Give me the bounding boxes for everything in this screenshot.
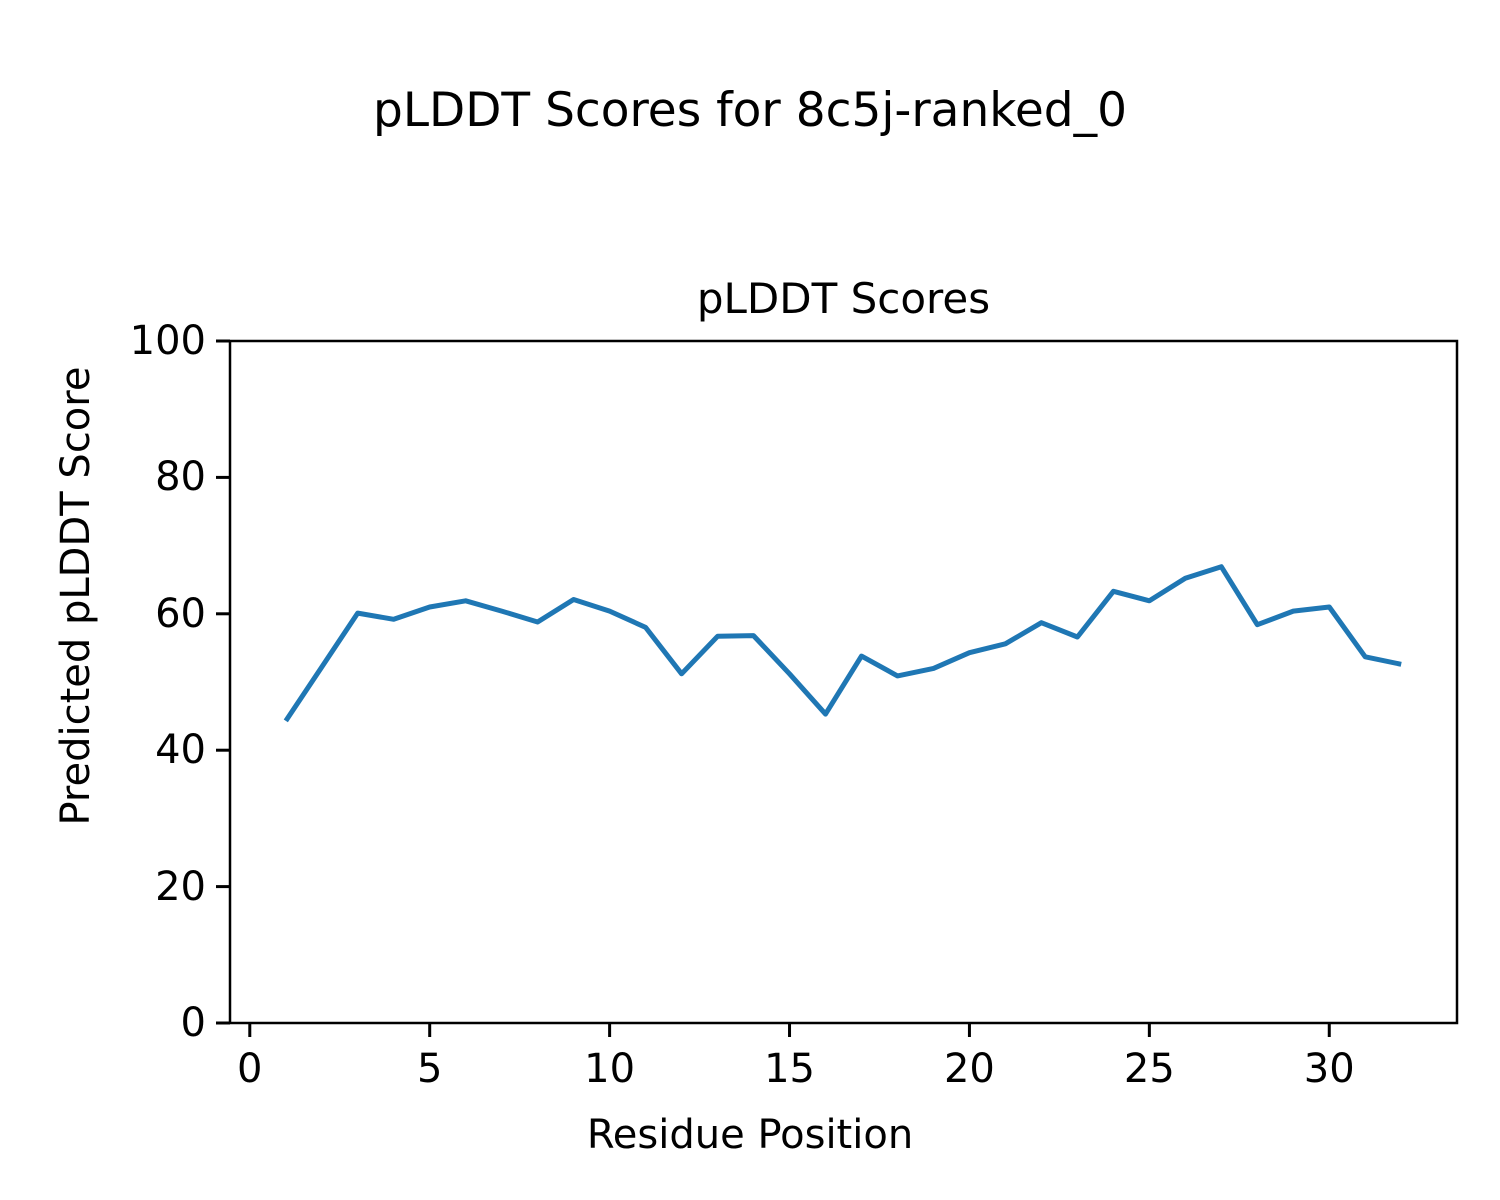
y-axis-label: Predicted pLDDT Score <box>53 366 99 826</box>
axes-spines <box>228 339 1459 1025</box>
x-tick-label: 15 <box>764 1046 815 1092</box>
x-tick-label: 20 <box>943 1046 995 1092</box>
axis-ticks <box>216 339 1331 1037</box>
x-tick-label: 25 <box>1123 1046 1175 1092</box>
x-axis-label: Residue Position <box>586 1112 914 1158</box>
y-tick-label: 20 <box>155 863 206 910</box>
line-series <box>283 564 1402 723</box>
x-tick-label: 30 <box>1303 1046 1355 1092</box>
y-tick-label: 40 <box>155 727 206 774</box>
figure-suptitle: pLDDT Scores for 8c5j-ranked_0 <box>373 83 1127 138</box>
x-tick-label: 10 <box>584 1046 636 1092</box>
x-tick-label: 5 <box>416 1046 443 1092</box>
y-tick-label: 100 <box>129 318 206 364</box>
axes-title: pLDDT Scores <box>696 274 991 323</box>
x-tick-label: 0 <box>237 1046 263 1092</box>
y-tick-label: 60 <box>155 590 206 637</box>
y-tick-label: 0 <box>180 1000 206 1046</box>
y-tick-label: 80 <box>155 454 206 501</box>
